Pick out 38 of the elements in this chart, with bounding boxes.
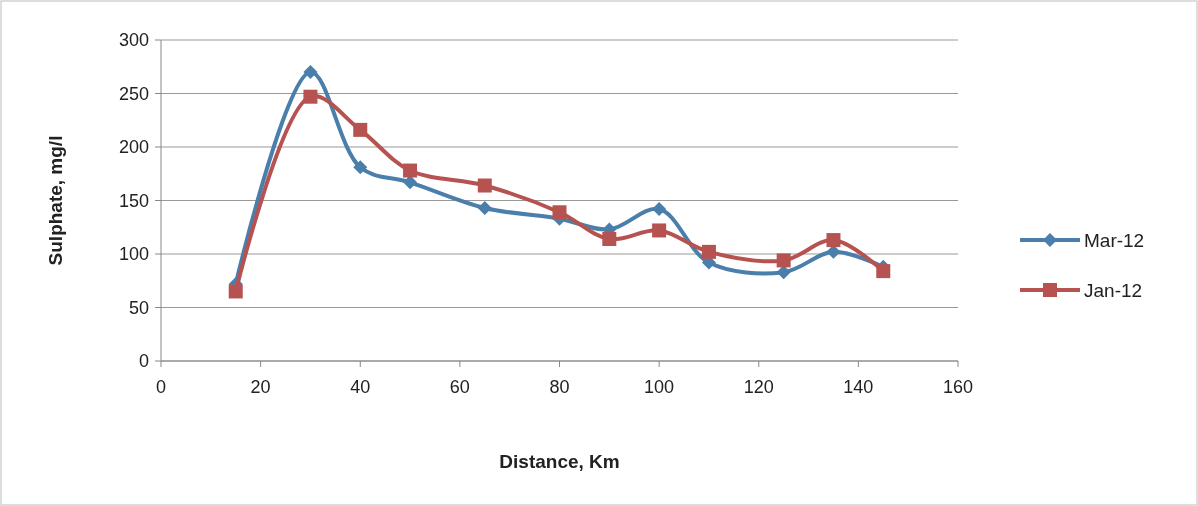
y-tick-label: 300 (118, 30, 149, 51)
point (602, 232, 617, 247)
y-tick-label: 0 (138, 351, 149, 372)
point (303, 89, 318, 104)
point (228, 284, 243, 299)
point (826, 233, 841, 248)
y-tick-label: 200 (118, 137, 149, 158)
point (701, 244, 716, 259)
point (477, 178, 492, 193)
x-tick-label: 60 (449, 377, 470, 397)
x-tick-label: 80 (549, 377, 570, 397)
point (353, 160, 368, 175)
legend-label: Jan-12 (1084, 279, 1143, 301)
point (552, 205, 567, 220)
point (403, 175, 418, 190)
x-tick-label: 0 (155, 377, 167, 397)
point (652, 223, 667, 238)
x-tick-label: 100 (644, 377, 675, 397)
point (353, 122, 368, 137)
point (303, 65, 318, 80)
legend-label: Mar-12 (1084, 229, 1145, 251)
point (403, 163, 418, 178)
point (776, 265, 791, 280)
point (652, 202, 667, 217)
x-axis-title: Distance, Km (499, 451, 620, 472)
point (776, 253, 791, 268)
x-tick-label: 40 (350, 377, 371, 397)
point (477, 200, 492, 215)
y-tick-label: 100 (118, 244, 149, 265)
y-tick-label: 50 (128, 297, 149, 318)
y-tick-label: 150 (118, 190, 149, 211)
x-tick-label: 160 (942, 377, 974, 397)
x-tick-label: 120 (743, 377, 774, 397)
y-tick-label: 250 (118, 83, 149, 104)
x-tick-label: 20 (250, 377, 271, 397)
x-tick-label: 140 (843, 377, 874, 397)
y-axis-title: Sulphate, mg/l (45, 135, 66, 266)
point (876, 264, 891, 279)
